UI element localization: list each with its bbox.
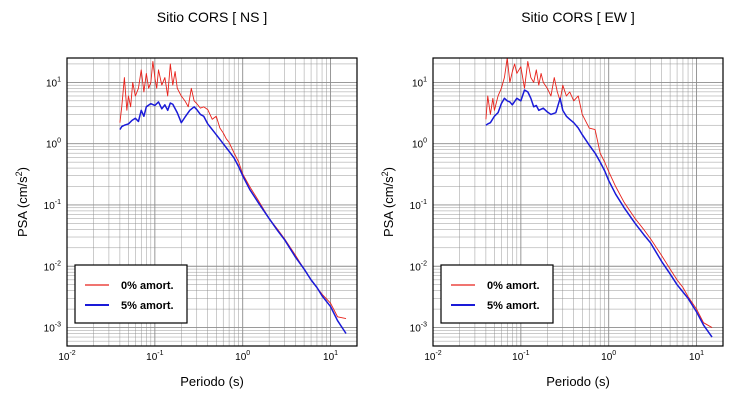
x-tick-label: 100: [235, 350, 250, 363]
y-tick-label: 100: [412, 138, 427, 151]
y-axis-label: PSA (cm/s2): [380, 167, 396, 237]
legend-box: [74, 264, 188, 324]
y-tick-label: 10-2: [44, 260, 61, 273]
legend: 0% amort. 5% amort.: [440, 264, 554, 324]
y-tick-label: 10-3: [44, 322, 61, 335]
x-tick-label: 10-2: [58, 350, 75, 363]
x-tick-label: 10-1: [512, 350, 529, 363]
legend-label: 5% amort.: [121, 300, 174, 312]
series-line-0: [485, 58, 713, 328]
legend: 0% amort. 5% amort.: [74, 264, 188, 324]
series-line-1: [485, 89, 713, 338]
x-tick-label: 100: [601, 350, 616, 363]
plot-frame: [432, 57, 724, 347]
plot-frame: [66, 57, 358, 347]
x-tick-label: 101: [689, 350, 704, 363]
legend-box: [440, 264, 554, 324]
x-axis-label: Periodo (s): [180, 374, 244, 389]
y-tick-label: 101: [46, 76, 61, 89]
y-tick-label: 10-2: [410, 260, 427, 273]
y-axis-label: PSA (cm/s2): [14, 167, 30, 237]
series-line-1: [119, 101, 347, 334]
y-tick-label: 101: [412, 76, 427, 89]
legend-label: 5% amort.: [487, 300, 540, 312]
series-group: [485, 58, 713, 338]
chart-title: Sitio CORS [ NS ]: [157, 9, 267, 25]
x-tick-label: 10-1: [146, 350, 163, 363]
y-tick-label: 10-3: [410, 322, 427, 335]
legend-label: 0% amort.: [487, 280, 540, 292]
y-tick-label: 10-1: [410, 199, 427, 212]
x-tick-label: 10-2: [424, 350, 441, 363]
series-group: [119, 60, 347, 334]
y-tick-label: 100: [46, 138, 61, 151]
chart-panel-1: Sitio CORS [ EW ] 10-2 10-1 100 101 10-3 10-2 1…: [380, 9, 724, 389]
chart-panel-0: Sitio CORS [ NS ] 10-2 10-1 100 101 10-3 10-2 1…: [14, 9, 358, 389]
x-tick-label: 101: [323, 350, 338, 363]
legend-label: 0% amort.: [121, 280, 174, 292]
y-tick-label: 10-1: [44, 199, 61, 212]
grid: [66, 58, 358, 347]
x-axis-label: Periodo (s): [546, 374, 610, 389]
chart-title: Sitio CORS [ EW ]: [521, 9, 635, 25]
